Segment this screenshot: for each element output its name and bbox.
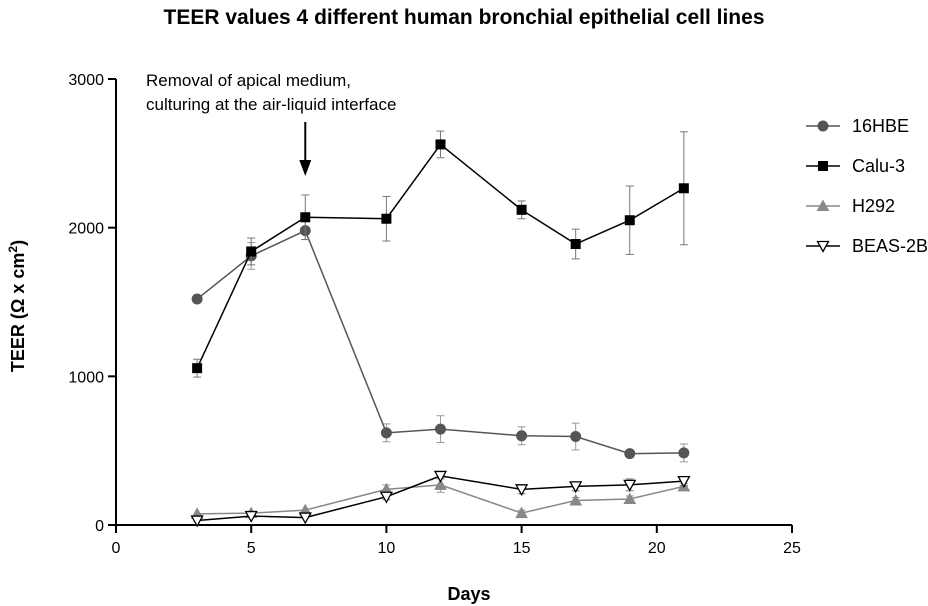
data-point (515, 506, 528, 519)
legend-item: Calu-3 (806, 156, 905, 176)
series-line (196, 143, 685, 369)
annotation-arrow-head (299, 160, 312, 176)
data-point (570, 239, 581, 250)
data-point (677, 475, 691, 488)
data-point (379, 491, 393, 504)
legend-label: Calu-3 (852, 156, 905, 176)
annotation-line1: Removal of apical medium, (146, 71, 351, 90)
data-point (570, 431, 582, 443)
data-point (624, 448, 636, 460)
data-point (516, 204, 527, 215)
legend-marker (817, 120, 829, 132)
legend-marker (818, 161, 828, 171)
data-point (191, 293, 203, 305)
series-h292 (190, 476, 691, 519)
x-axis-title: Days (447, 584, 490, 604)
x-tick-label: 5 (247, 540, 256, 557)
data-point (515, 484, 529, 497)
data-point (678, 183, 689, 194)
chart-title: TEER values 4 different human bronchial … (163, 6, 765, 29)
data-point (434, 423, 446, 435)
legend-item: 16HBE (806, 116, 909, 136)
data-point (435, 139, 446, 150)
data-point (300, 212, 311, 223)
y-tick-label: 3000 (68, 72, 104, 89)
data-point (569, 493, 583, 506)
legend-label: BEAS-2B (852, 236, 928, 256)
x-tick-label: 25 (783, 540, 801, 557)
x-tick-label: 20 (648, 540, 666, 557)
y-tick-label: 1000 (68, 369, 104, 386)
y-tick-label: 2000 (68, 221, 104, 238)
data-point (298, 512, 312, 525)
data-point (624, 215, 635, 226)
x-tick-label: 15 (513, 540, 531, 557)
data-point (433, 470, 448, 483)
series-16hbe (191, 221, 690, 463)
series-calu-3 (192, 130, 689, 378)
data-point (380, 427, 392, 439)
annotation-line2: culturing at the air-liquid interface (146, 95, 396, 114)
legend-marker (816, 199, 830, 211)
data-point (244, 510, 258, 523)
data-point (569, 481, 583, 494)
legend-item: BEAS-2B (806, 236, 928, 256)
data-point (246, 246, 257, 257)
data-point (381, 213, 392, 224)
data-point (516, 430, 528, 442)
series-beas-2b (190, 470, 691, 528)
x-tick-label: 0 (112, 540, 121, 557)
y-axis-title: TEER (Ω x cm2) (6, 240, 28, 372)
data-point (192, 363, 203, 374)
data-point (190, 515, 204, 528)
x-tick-label: 10 (378, 540, 396, 557)
legend-marker (816, 240, 830, 253)
legend-item: H292 (806, 196, 895, 216)
data-point (434, 478, 447, 490)
data-point (623, 479, 637, 492)
y-tick-label: 0 (95, 518, 104, 535)
data-point (678, 447, 690, 459)
legend-label: H292 (852, 196, 895, 216)
legend-label: 16HBE (852, 116, 909, 136)
data-point (623, 492, 637, 504)
